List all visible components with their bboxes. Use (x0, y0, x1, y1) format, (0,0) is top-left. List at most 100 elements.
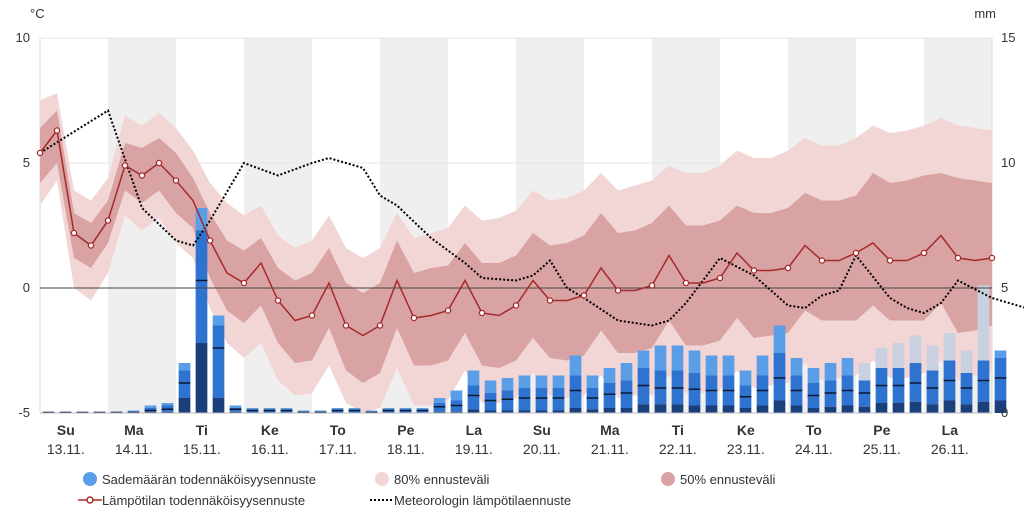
legend-swatch (661, 472, 675, 486)
date-label: 15.11. (183, 441, 221, 457)
precip-bar-50 (994, 358, 1007, 401)
date-label: 25.11. (863, 441, 901, 457)
precip-bar-base (875, 403, 888, 413)
precip-bar-50 (178, 370, 191, 398)
precip-bar-80 (688, 350, 701, 373)
precip-bar-base (773, 400, 786, 413)
precip-bar-80 (382, 408, 395, 410)
precipitation-bars (40, 208, 1007, 414)
precip-bar-base (671, 404, 684, 413)
precip-bar-base (620, 408, 633, 413)
precip-bar-50 (603, 383, 616, 408)
temperature-point (36, 149, 44, 157)
precip-bar-faint (977, 285, 990, 361)
precip-bar-base (161, 411, 174, 413)
precip-bar-80 (484, 380, 497, 393)
precip-bar-base (552, 410, 565, 413)
precip-bar-base (212, 398, 225, 413)
temperature-markers (36, 127, 996, 329)
precip-bar-50 (552, 388, 565, 411)
legend-marker (86, 496, 94, 504)
legend-swatch (375, 472, 389, 486)
temperature-point (988, 254, 996, 262)
temperature-point (172, 177, 180, 184)
precip-bar-80 (586, 375, 599, 388)
temperature-point (274, 297, 282, 304)
precip-bar-80 (246, 408, 259, 410)
date-label: 19.11. (455, 441, 493, 457)
precip-bar-80 (348, 408, 361, 410)
right-tick-label: 15 (1001, 30, 1015, 45)
precip-bar-base (892, 403, 905, 413)
date-label: 18.11. (387, 441, 425, 457)
temperature-point (852, 249, 860, 257)
date-label: 20.11. (523, 441, 561, 457)
precip-bar-base (807, 408, 820, 413)
temperature-point (478, 309, 486, 317)
precip-bar-80 (263, 408, 276, 410)
precip-bar-base (178, 398, 191, 413)
temperature-point (920, 249, 928, 257)
temperature-point (206, 237, 214, 244)
precip-bar-80 (331, 408, 344, 410)
axes: °C mm (30, 6, 996, 21)
left-axis-ticks: 10 5 0 -5 (16, 30, 30, 420)
precip-bar-80 (739, 370, 752, 386)
precip-bar-base (909, 401, 922, 413)
precip-bar-80 (416, 408, 429, 410)
precip-bar-50 (467, 385, 480, 410)
right-tick-label: 0 (1001, 405, 1008, 420)
temperature-point (342, 322, 350, 329)
precip-bar-50 (518, 388, 531, 411)
precip-bar-80 (756, 355, 769, 376)
precip-bar-base (722, 405, 735, 413)
precip-bar-base (858, 406, 871, 413)
temperature-point (138, 172, 146, 179)
meteorologist-forecast-line (39, 108, 1024, 327)
day-label: Ti (672, 422, 684, 438)
day-label: To (806, 422, 822, 438)
left-tick-label: 5 (23, 155, 30, 170)
precip-bar-50 (773, 353, 786, 401)
precip-bar-base (943, 400, 956, 413)
precip-bar-base (637, 404, 650, 413)
precip-bar-80 (620, 363, 633, 381)
legend-label: Sademäärän todennäköisyysennuste (102, 472, 316, 487)
precip-bar-80 (161, 403, 174, 406)
day-label: Ke (737, 422, 755, 438)
precip-bar-base (484, 410, 497, 413)
precip-bar-80 (841, 358, 854, 376)
precip-bar-base (926, 404, 939, 413)
date-label: 16.11. (251, 441, 289, 457)
precip-bar-base (433, 411, 446, 413)
precip-bar-80 (178, 363, 191, 371)
date-label: 14.11. (115, 441, 153, 457)
temperature-point (155, 159, 163, 167)
precip-bar-faint (892, 343, 905, 368)
temperature-point (410, 314, 418, 322)
x-axis-labels: Su 13.11. Ma 14.11. Ti 15.11. Ke 16.11. To 17.11.… (47, 422, 969, 457)
precip-bar-base (501, 410, 514, 413)
precip-bar-50 (501, 390, 514, 411)
precip-bar-base (229, 411, 242, 413)
precip-bar-80 (144, 405, 157, 408)
precip-bar-80 (365, 410, 378, 412)
temperature-point (818, 257, 826, 264)
legend-swatch (83, 472, 97, 486)
precip-bar-80 (994, 350, 1007, 358)
temperature-point (308, 312, 316, 319)
precip-bar-80 (603, 368, 616, 383)
precip-bar-50 (569, 375, 582, 408)
precip-bar-80 (212, 315, 225, 326)
date-label: 13.11. (47, 441, 85, 457)
precip-bar-base (603, 408, 616, 413)
precip-bar-base (756, 405, 769, 413)
precip-bar-base (994, 400, 1007, 413)
precip-bar-80 (790, 358, 803, 376)
day-label: Pe (873, 422, 890, 438)
precip-bar-80 (501, 378, 514, 391)
temperature-50-interval (40, 110, 992, 383)
right-tick-label: 5 (1001, 280, 1008, 295)
precip-bar-base (195, 343, 208, 413)
date-label: 26.11. (931, 441, 969, 457)
